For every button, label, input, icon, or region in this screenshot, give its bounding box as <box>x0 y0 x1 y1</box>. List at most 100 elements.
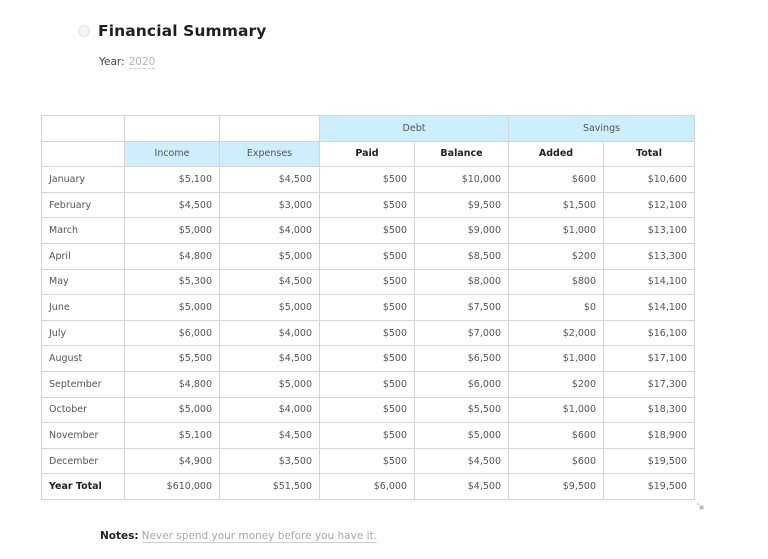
paid-cell[interactable]: $500 <box>319 370 415 398</box>
paid-cell[interactable]: $500 <box>319 294 415 321</box>
income-header[interactable]: Income <box>124 140 220 168</box>
added-header[interactable]: Added <box>508 140 604 168</box>
balance-cell[interactable]: $7,000 <box>414 319 509 347</box>
month-cell[interactable]: May <box>41 268 125 296</box>
expenses-cell[interactable]: $3,000 <box>219 191 320 219</box>
paid-cell[interactable]: $500 <box>319 396 415 424</box>
expenses-cell[interactable]: $4,500 <box>219 166 320 193</box>
total-cell[interactable]: $13,100 <box>603 217 695 244</box>
month-cell[interactable]: July <box>41 319 125 347</box>
added-cell[interactable]: $2,000 <box>508 319 604 347</box>
balance-cell[interactable]: $5,500 <box>414 396 509 424</box>
total-cell[interactable]: $19,500 <box>603 447 695 475</box>
month-cell[interactable]: February <box>41 191 125 219</box>
total-cell[interactable]: $14,100 <box>603 268 695 296</box>
added-cell[interactable]: $600 <box>508 166 604 193</box>
paid-cell[interactable]: $500 <box>319 345 415 372</box>
balance-header[interactable]: Balance <box>414 140 509 168</box>
expenses-total-cell[interactable]: $51,500 <box>219 473 320 500</box>
balance-cell[interactable]: $6,000 <box>414 370 509 398</box>
total-cell[interactable]: $14,100 <box>603 294 695 321</box>
added-cell[interactable]: $200 <box>508 370 604 398</box>
total-header[interactable]: Total <box>603 140 695 168</box>
paid-total-cell[interactable]: $6,000 <box>319 473 415 500</box>
balance-cell[interactable]: $7,500 <box>414 294 509 321</box>
added-cell[interactable]: $1,000 <box>508 345 604 372</box>
circle-bullet-icon[interactable] <box>78 25 90 37</box>
income-cell[interactable]: $5,300 <box>124 268 220 296</box>
income-cell[interactable]: $4,900 <box>124 447 220 475</box>
income-cell[interactable]: $4,800 <box>124 242 220 270</box>
year-total-label[interactable]: Year Total <box>41 473 125 500</box>
paid-cell[interactable]: $500 <box>319 242 415 270</box>
empty-header-cell[interactable] <box>124 115 220 142</box>
income-total-cell[interactable]: $610,000 <box>124 473 220 500</box>
balance-cell[interactable]: $5,000 <box>414 422 509 449</box>
paid-cell[interactable]: $500 <box>319 422 415 449</box>
added-cell[interactable]: $200 <box>508 242 604 270</box>
resize-handle-icon[interactable] <box>697 503 704 510</box>
paid-cell[interactable]: $500 <box>319 166 415 193</box>
notes-input[interactable]: Never spend your money before you have i… <box>141 530 377 543</box>
paid-cell[interactable]: $500 <box>319 268 415 296</box>
savings-group-header[interactable]: Savings <box>508 115 695 142</box>
month-cell[interactable]: June <box>41 294 125 321</box>
total-cell[interactable]: $10,600 <box>603 166 695 193</box>
expenses-cell[interactable]: $3,500 <box>219 447 320 475</box>
month-cell[interactable]: October <box>41 396 125 424</box>
expenses-cell[interactable]: $4,500 <box>219 422 320 449</box>
total-cell[interactable]: $17,100 <box>603 345 695 372</box>
expenses-cell[interactable]: $5,000 <box>219 370 320 398</box>
added-cell[interactable]: $600 <box>508 447 604 475</box>
added-cell[interactable]: $0 <box>508 294 604 321</box>
expenses-cell[interactable]: $4,500 <box>219 345 320 372</box>
expenses-cell[interactable]: $5,000 <box>219 294 320 321</box>
balance-cell[interactable]: $8,000 <box>414 268 509 296</box>
income-cell[interactable]: $5,000 <box>124 294 220 321</box>
month-cell[interactable]: November <box>41 422 125 449</box>
income-cell[interactable]: $5,500 <box>124 345 220 372</box>
income-cell[interactable]: $5,000 <box>124 217 220 244</box>
added-cell[interactable]: $1,000 <box>508 396 604 424</box>
paid-cell[interactable]: $500 <box>319 217 415 244</box>
month-cell[interactable]: April <box>41 242 125 270</box>
added-cell[interactable]: $1,500 <box>508 191 604 219</box>
total-cell[interactable]: $17,300 <box>603 370 695 398</box>
total-cell[interactable]: $18,300 <box>603 396 695 424</box>
empty-header-cell[interactable] <box>41 140 125 168</box>
expenses-cell[interactable]: $4,000 <box>219 217 320 244</box>
expenses-cell[interactable]: $5,000 <box>219 242 320 270</box>
added-cell[interactable]: $800 <box>508 268 604 296</box>
balance-cell[interactable]: $4,500 <box>414 447 509 475</box>
added-cell[interactable]: $600 <box>508 422 604 449</box>
expenses-cell[interactable]: $4,500 <box>219 268 320 296</box>
month-cell[interactable]: January <box>41 166 125 193</box>
expenses-cell[interactable]: $4,000 <box>219 396 320 424</box>
income-cell[interactable]: $4,800 <box>124 370 220 398</box>
expenses-cell[interactable]: $4,000 <box>219 319 320 347</box>
paid-cell[interactable]: $500 <box>319 191 415 219</box>
added-total-cell[interactable]: $9,500 <box>508 473 604 500</box>
balance-total-cell[interactable]: $4,500 <box>414 473 509 500</box>
savings-total-cell[interactable]: $19,500 <box>603 473 695 500</box>
paid-header[interactable]: Paid <box>319 140 415 168</box>
paid-cell[interactable]: $500 <box>319 319 415 347</box>
paid-cell[interactable]: $500 <box>319 447 415 475</box>
month-cell[interactable]: December <box>41 447 125 475</box>
debt-group-header[interactable]: Debt <box>319 115 509 142</box>
income-cell[interactable]: $4,500 <box>124 191 220 219</box>
total-cell[interactable]: $13,300 <box>603 242 695 270</box>
year-input[interactable]: 2020 <box>128 56 156 69</box>
expenses-header[interactable]: Expenses <box>219 140 320 168</box>
income-cell[interactable]: $6,000 <box>124 319 220 347</box>
total-cell[interactable]: $18,900 <box>603 422 695 449</box>
balance-cell[interactable]: $9,500 <box>414 191 509 219</box>
income-cell[interactable]: $5,000 <box>124 396 220 424</box>
income-cell[interactable]: $5,100 <box>124 166 220 193</box>
total-cell[interactable]: $16,100 <box>603 319 695 347</box>
total-cell[interactable]: $12,100 <box>603 191 695 219</box>
balance-cell[interactable]: $6,500 <box>414 345 509 372</box>
balance-cell[interactable]: $10,000 <box>414 166 509 193</box>
empty-header-cell[interactable] <box>219 115 320 142</box>
added-cell[interactable]: $1,000 <box>508 217 604 244</box>
